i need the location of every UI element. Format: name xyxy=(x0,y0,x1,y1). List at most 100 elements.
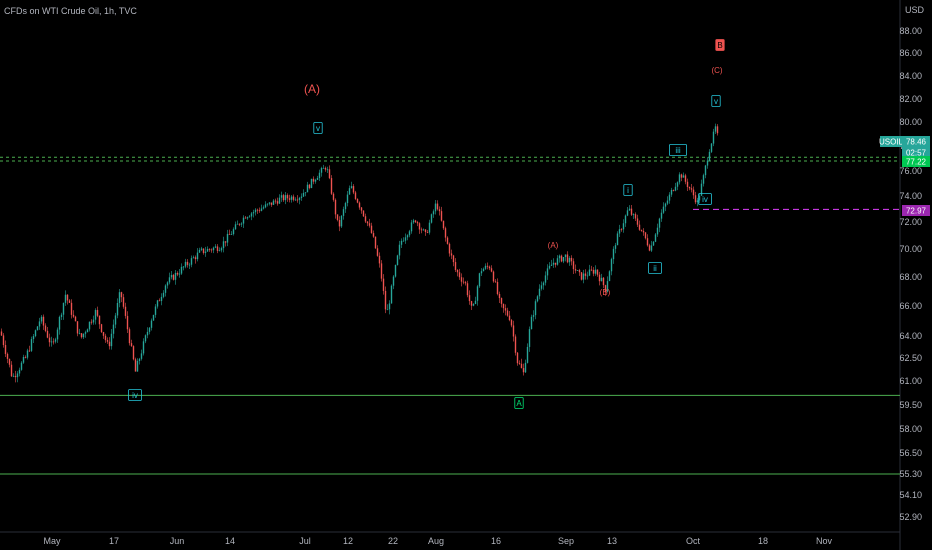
candle-body xyxy=(476,286,479,301)
wave-label: i xyxy=(627,186,629,195)
candle-body xyxy=(546,268,549,276)
x-tick-label: Jun xyxy=(170,536,185,546)
candle-body xyxy=(406,235,409,238)
candle-body xyxy=(222,241,225,249)
y-tick-label: 56.50 xyxy=(899,448,922,458)
candle-body xyxy=(454,262,457,270)
candle-body xyxy=(506,310,509,316)
candle-body xyxy=(622,223,625,230)
candle-body xyxy=(68,300,71,303)
candle-body xyxy=(508,315,511,321)
candle-body xyxy=(600,277,603,282)
candle-body xyxy=(14,375,17,378)
candle-body xyxy=(212,247,215,251)
wave-label: (A) xyxy=(304,82,320,96)
candle-body xyxy=(658,218,661,228)
candle-body xyxy=(272,200,275,205)
candle-body xyxy=(160,296,163,301)
candle-body xyxy=(40,316,43,322)
currency-label: USD xyxy=(905,5,925,15)
price-label-box xyxy=(880,136,902,147)
candle-body xyxy=(46,330,49,338)
y-tick-label: 62.50 xyxy=(899,353,922,363)
y-tick-label: 66.00 xyxy=(899,301,922,311)
candle-body xyxy=(664,203,667,207)
x-tick-label: 14 xyxy=(225,536,235,546)
candle-body xyxy=(684,175,687,182)
x-tick-label: Aug xyxy=(428,536,444,546)
candle-body xyxy=(106,340,109,342)
candle-body xyxy=(614,245,617,249)
candle-body xyxy=(270,202,273,205)
wave-label-box xyxy=(128,389,142,401)
wave-label-box xyxy=(623,184,633,196)
candle-body xyxy=(30,339,33,351)
candle-body xyxy=(500,298,503,304)
y-tick-label: 54.10 xyxy=(899,490,922,500)
candle-body xyxy=(134,359,137,372)
candle-body xyxy=(148,327,151,332)
candle-body xyxy=(64,294,67,303)
candle-body xyxy=(372,233,375,237)
candle-body xyxy=(72,314,75,317)
wave-label: B xyxy=(717,41,722,50)
candle-body xyxy=(678,174,681,183)
candle-body xyxy=(192,257,195,259)
candle-body xyxy=(166,282,169,286)
candle-body xyxy=(602,277,605,286)
candle-body xyxy=(258,210,261,212)
y-tick-label: 59.50 xyxy=(899,400,922,410)
candle-body xyxy=(714,126,717,132)
price-label-text: 02:57 xyxy=(906,149,927,158)
candle-body xyxy=(598,274,601,282)
candle-body xyxy=(700,183,703,196)
y-tick-label: 74.00 xyxy=(899,191,922,201)
candle-body xyxy=(234,224,237,230)
candle-body xyxy=(442,220,445,229)
candle-body xyxy=(6,353,9,359)
candle-body xyxy=(4,345,7,354)
candle-body xyxy=(194,257,197,260)
candle-body xyxy=(20,362,23,370)
candle-body xyxy=(228,233,231,235)
candle-body xyxy=(368,223,371,226)
candle-body xyxy=(514,336,517,353)
candle-body xyxy=(606,281,609,292)
x-tick-label: 16 xyxy=(491,536,501,546)
candle-body xyxy=(266,203,269,205)
candle-body xyxy=(468,295,471,302)
candle-body xyxy=(380,263,383,279)
candle-body xyxy=(112,324,115,334)
candle-body xyxy=(44,325,47,331)
wave-label: (A) xyxy=(548,241,559,250)
candle-body xyxy=(360,207,363,211)
candle-body xyxy=(312,178,315,182)
candle-body xyxy=(586,275,589,277)
candle-body xyxy=(282,195,285,201)
candle-body xyxy=(302,192,305,197)
candle-body xyxy=(528,329,531,347)
candle-body xyxy=(446,237,449,244)
candle-body xyxy=(608,271,611,282)
candle-body xyxy=(520,363,523,369)
candle-body xyxy=(336,214,339,220)
wave-label-box xyxy=(648,262,662,274)
candle-body xyxy=(322,167,325,169)
candle-body xyxy=(566,254,569,263)
candle-body xyxy=(104,335,107,341)
candle-body xyxy=(502,303,505,309)
candle-body xyxy=(582,273,585,280)
candle-body xyxy=(340,215,343,227)
candle-body xyxy=(672,190,675,191)
price-label-box xyxy=(902,205,930,216)
candle-body xyxy=(518,363,521,364)
candle-body xyxy=(290,196,293,200)
candle-body xyxy=(132,346,135,360)
candle-body xyxy=(256,209,259,211)
candle-body xyxy=(54,339,57,342)
candle-body xyxy=(526,346,529,363)
candle-body xyxy=(496,282,499,295)
